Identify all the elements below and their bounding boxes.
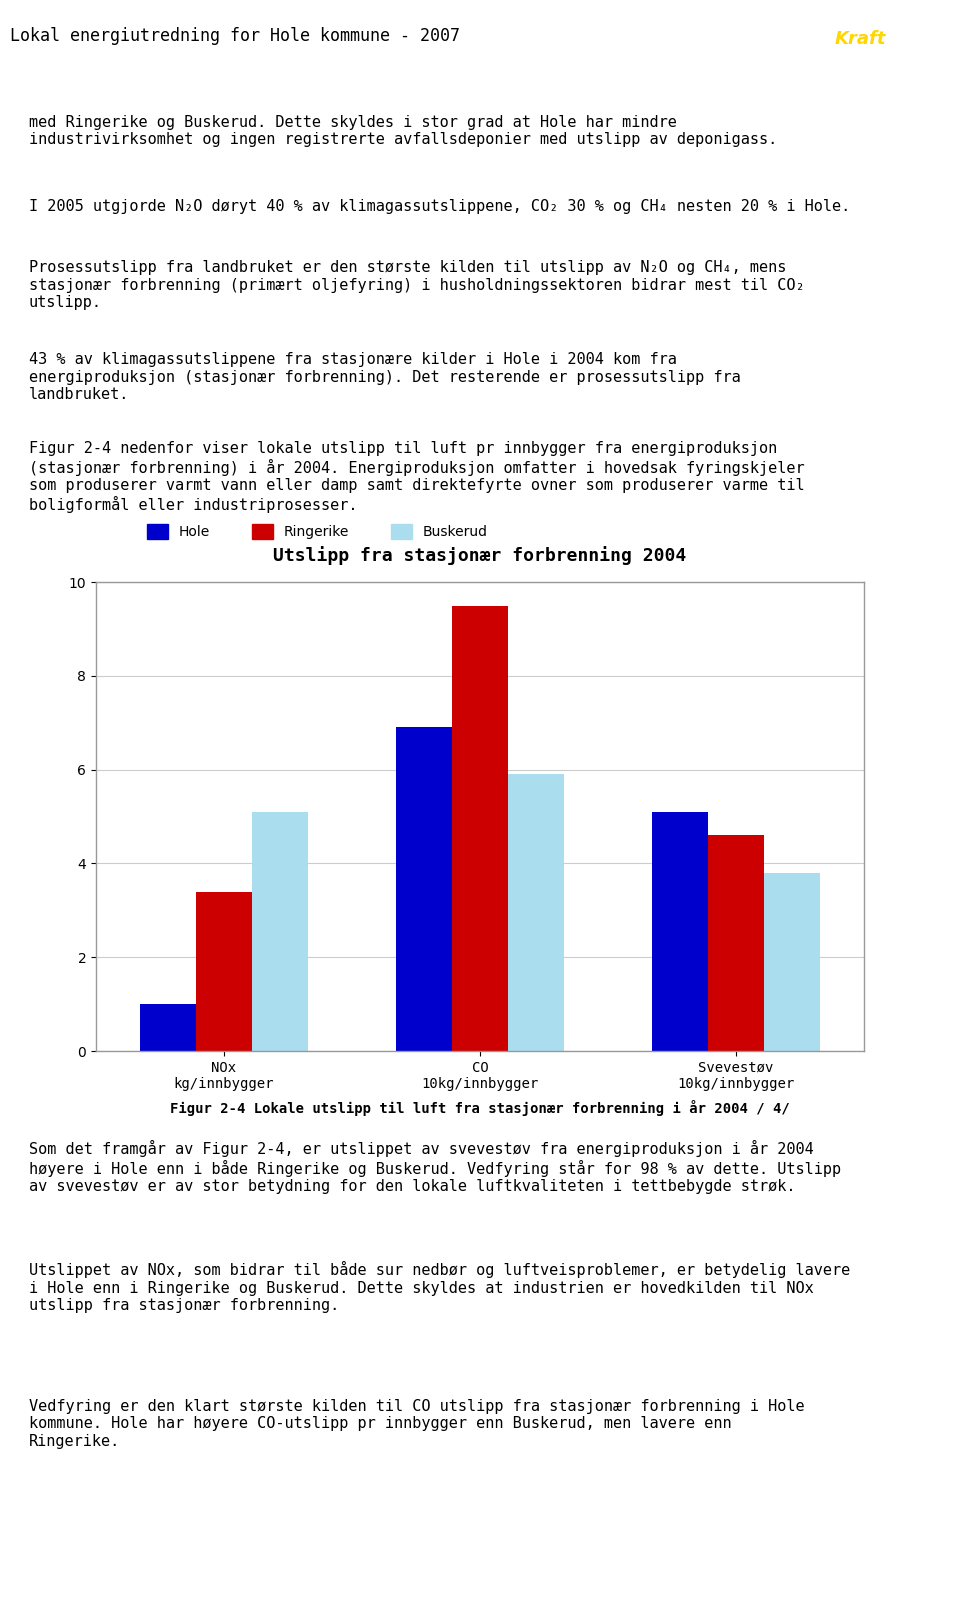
- Bar: [508, 775, 564, 1051]
- Text: Kraft: Kraft: [834, 29, 886, 49]
- Text: Ringeriks: Ringeriks: [644, 29, 739, 49]
- Text: Utslippet av NOx, som bidrar til både sur nedbør og luftveisproblemer, er betyde: Utslippet av NOx, som bidrar til både su…: [29, 1261, 850, 1313]
- Text: Figur 2-4 Lokale utslipp til luft fra stasjonær forbrenning i år 2004 / 4/: Figur 2-4 Lokale utslipp til luft fra st…: [170, 1100, 790, 1116]
- Bar: [452, 606, 508, 1051]
- Bar: [139, 1004, 196, 1051]
- Bar: [196, 891, 252, 1051]
- Text: Figur 2-4 nedenfor viser lokale utslipp til luft pr innbygger fra energiproduksj: Figur 2-4 nedenfor viser lokale utslipp …: [29, 441, 804, 513]
- Text: Vedfyring er den klart største kilden til CO utslipp fra stasjonær forbrenning i: Vedfyring er den klart største kilden ti…: [29, 1399, 804, 1449]
- Text: 43 % av klimagassutslippene fra stasjonære kilder i Hole i 2004 kom fra
energipr: 43 % av klimagassutslippene fra stasjonæ…: [29, 353, 740, 403]
- Bar: [652, 812, 708, 1051]
- Title: Utslipp fra stasjonær forbrenning 2004: Utslipp fra stasjonær forbrenning 2004: [274, 547, 686, 566]
- Bar: [396, 728, 452, 1051]
- Bar: [764, 873, 821, 1051]
- Text: I 2005 utgjorde N₂O døryt 40 % av klimagassutslippene, CO₂ 30 % og CH₄ nesten 20: I 2005 utgjorde N₂O døryt 40 % av klimag…: [29, 199, 850, 213]
- Text: Prosessutslipp fra landbruket er den største kilden til utslipp av N₂O og CH₄, m: Prosessutslipp fra landbruket er den stø…: [29, 260, 804, 310]
- Bar: [252, 812, 308, 1051]
- Text: Som det framgår av Figur 2-4, er utslippet av svevestøv fra energiproduksjon i å: Som det framgår av Figur 2-4, er utslipp…: [29, 1140, 841, 1195]
- Text: Lokal energiutredning for Hole kommune - 2007: Lokal energiutredning for Hole kommune -…: [10, 27, 460, 45]
- Text: med Ringerike og Buskerud. Dette skyldes i stor grad at Hole har mindre
industri: med Ringerike og Buskerud. Dette skyldes…: [29, 115, 777, 147]
- Legend: Hole, Ringerike, Buskerud: Hole, Ringerike, Buskerud: [141, 519, 493, 545]
- Bar: [708, 836, 764, 1051]
